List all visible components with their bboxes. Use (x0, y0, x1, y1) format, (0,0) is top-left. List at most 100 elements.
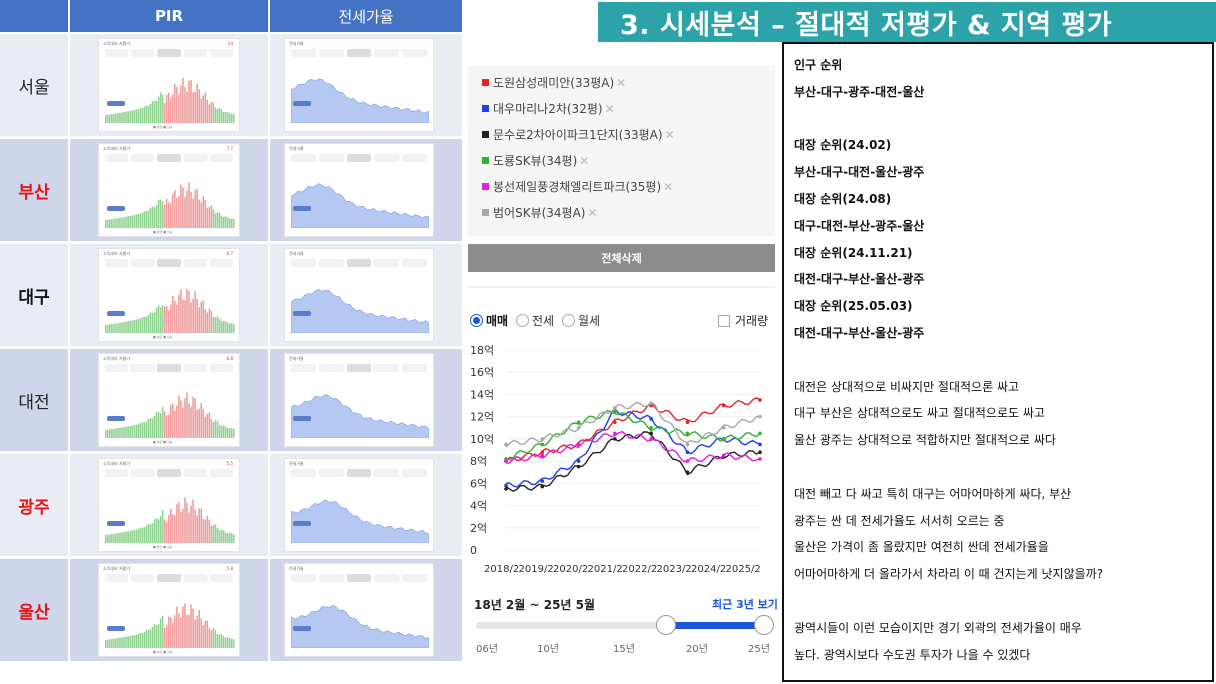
mini-bar (105, 639, 107, 648)
analysis-notes: 인구 순위 부산-대구-광주-대전-울산 대장 순위(24.02) 부산-대구-대전-… (782, 42, 1214, 682)
mini-bar (186, 190, 188, 228)
remove-icon[interactable]: ✕ (604, 102, 615, 116)
slider-tick-15: 15년 (613, 644, 635, 655)
mini-bar (196, 409, 198, 438)
rent-ratio-area-chart (291, 78, 429, 123)
mini-bar (178, 395, 180, 438)
mini-bar (137, 529, 140, 543)
mini-bar (121, 217, 123, 228)
radio-sale-dot (470, 314, 483, 327)
mini-bar (220, 425, 223, 438)
mini-bar (174, 84, 176, 123)
note-line: 높다. 광역시보다 수도권 투자가 나을 수 있겠다 (794, 647, 1031, 662)
mini-bar (172, 296, 174, 333)
mini-bar (216, 108, 219, 123)
radio-sale[interactable]: 매매 (470, 312, 508, 329)
remove-icon[interactable]: ✕ (579, 154, 590, 168)
mini-bar (123, 532, 125, 543)
apartment-item: 문수로2차아이파크1단지(33평A) ✕ (482, 126, 675, 143)
city-label: 서울 (0, 34, 68, 136)
note-line: 대장 순위(25.05.03) (794, 299, 913, 314)
y-tick-label: 18억 (470, 344, 494, 357)
mini-bar (196, 83, 198, 123)
mini-bar (165, 198, 168, 228)
mini-chart-legend: ■ 평균 ■ 상승 (153, 545, 173, 549)
mini-bar (220, 109, 223, 123)
mini-bar (228, 323, 231, 333)
note-line: 대전-대구-부산-울산-광주 (794, 272, 925, 287)
mini-bar (214, 213, 217, 228)
mini-bar (151, 627, 154, 648)
mini-bar (167, 616, 170, 648)
mini-bar (167, 515, 170, 543)
radio-monthly[interactable]: 월세 (562, 312, 600, 329)
mini-bar (170, 617, 172, 648)
apartment-item: 대우마리나2차(32평) ✕ (482, 100, 615, 117)
mini-bar (176, 504, 178, 543)
mini-bar (212, 627, 215, 648)
mini-bar (147, 629, 150, 648)
slider-end-handle[interactable] (754, 615, 774, 635)
note-line: 광주는 싼 데 전세가율도 서서히 오르는 중 (794, 513, 1005, 528)
rent-ratio-mini-chart: 전세가율 (284, 353, 434, 447)
series-point (540, 437, 545, 441)
mini-bar (224, 426, 227, 438)
recent-3y-link[interactable]: 최근 3년 보기 (712, 598, 778, 611)
x-tick-label: 2018/2 (484, 564, 519, 575)
mini-bar (157, 624, 160, 648)
mini-bar (178, 294, 180, 333)
mini-bar (194, 398, 196, 438)
series-point (540, 479, 545, 483)
mini-bar (204, 620, 207, 648)
note-line: 대장 순위(24.08) (794, 192, 892, 206)
radio-monthly-dot (562, 314, 575, 327)
remove-icon[interactable]: ✕ (616, 76, 627, 90)
note-line: 대구-대전-부산-광주-울산 (794, 218, 925, 233)
mini-bar (214, 420, 217, 438)
mini-chart-badge (107, 416, 125, 421)
period-range-slider[interactable] (470, 614, 776, 638)
series-point (613, 409, 617, 413)
remove-icon[interactable]: ✕ (664, 128, 675, 142)
series-point (504, 459, 508, 463)
mini-bar (119, 322, 121, 333)
x-tick-label: 2025/2 (726, 564, 761, 575)
mini-bar (119, 637, 121, 648)
series-point (504, 487, 508, 491)
mini-bar (105, 429, 107, 438)
mini-bar (170, 304, 172, 333)
volume-checkbox[interactable]: 거래량 (718, 312, 768, 329)
mini-bar (159, 92, 162, 123)
series-point (576, 459, 581, 463)
note-line: 대장 순위(24.02) (794, 138, 892, 153)
mini-chart-legend: ■ 평균 ■ 상승 (153, 650, 173, 654)
mini-chart-badge (293, 626, 311, 631)
pir-chart-cell: 소득대비 저평가 5.5 ■ 평균 ■ 상승 (70, 454, 268, 556)
radio-jeonse[interactable]: 전세 (516, 312, 554, 329)
mini-bar (178, 196, 180, 228)
mini-bar (131, 425, 133, 438)
mini-bar (232, 639, 235, 648)
mini-bar (133, 215, 135, 228)
rent-ratio-area-chart (291, 183, 429, 228)
mini-bar (174, 515, 176, 543)
mini-chart-tabs (291, 364, 427, 372)
apartment-item: 범어SK뷰(34평A) ✕ (482, 204, 598, 221)
mini-bar (182, 407, 184, 438)
mini-bar (163, 627, 166, 648)
radio-sale-label: 매매 (486, 314, 509, 328)
remove-icon[interactable]: ✕ (587, 206, 598, 220)
mini-chart-title: 소득대비 저평가 (103, 41, 131, 46)
mini-bar (192, 499, 194, 543)
slider-start-handle[interactable] (656, 615, 676, 635)
mini-bar (105, 219, 107, 228)
mini-bar (121, 112, 123, 123)
clear-all-button[interactable]: 전체삭제 (468, 244, 775, 272)
remove-icon[interactable]: ✕ (663, 180, 674, 194)
mini-bar (186, 392, 188, 438)
mini-bar (184, 197, 186, 228)
mini-bar (228, 113, 231, 123)
mini-bar (222, 216, 225, 228)
mini-bar (210, 525, 213, 543)
series-line (505, 407, 761, 488)
